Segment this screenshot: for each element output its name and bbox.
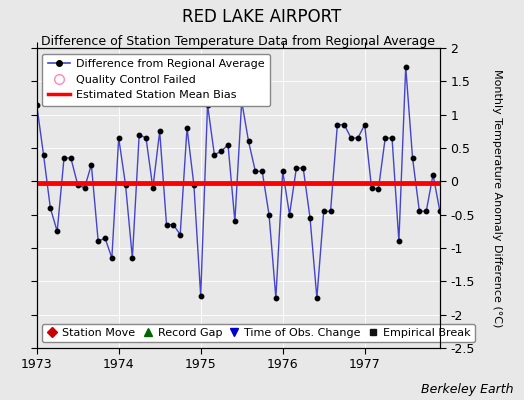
Y-axis label: Monthly Temperature Anomaly Difference (°C): Monthly Temperature Anomaly Difference (… — [492, 69, 502, 327]
Text: Berkeley Earth: Berkeley Earth — [421, 383, 514, 396]
Title: Difference of Station Temperature Data from Regional Average: Difference of Station Temperature Data f… — [41, 35, 435, 48]
Legend: Station Move, Record Gap, Time of Obs. Change, Empirical Break: Station Move, Record Gap, Time of Obs. C… — [42, 324, 475, 342]
Text: RED LAKE AIRPORT: RED LAKE AIRPORT — [182, 8, 342, 26]
